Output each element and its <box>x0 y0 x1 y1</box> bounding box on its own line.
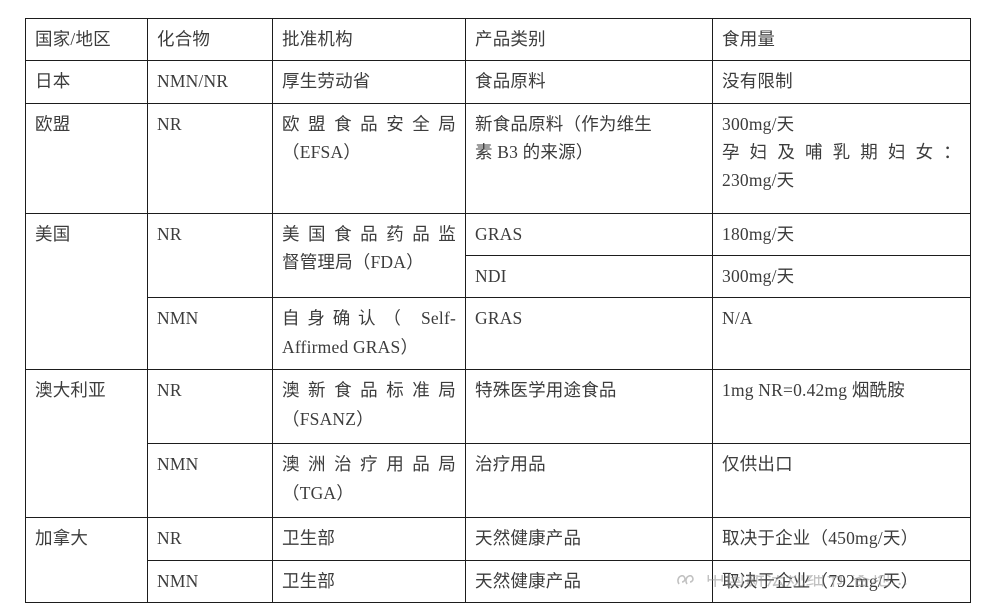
cell-dose: 仅供出口 <box>712 443 971 519</box>
cell-dose: 取决于企业（450mg/天） <box>712 517 971 561</box>
category-sub-table: GRAS NDI <box>466 213 712 298</box>
column-header-dose: 食用量 <box>712 17 971 62</box>
table-row: 日本 NMN/NR 厚生劳动省 食品原料 没有限制 <box>25 60 971 104</box>
cell-country: 澳大利亚 <box>25 369 148 519</box>
cell-agency: 卫生部 <box>272 517 466 561</box>
sub-row: 180mg/天 <box>713 213 970 257</box>
cell-compound: NR <box>147 517 273 561</box>
regulatory-approval-table: 国家/地区 化合物 批准机构 产品类别 食用量 日本 NMN/NR 厚生劳动省 … <box>25 17 971 603</box>
cell-compound: NR <box>147 102 273 214</box>
cell-country: 欧盟 <box>25 102 148 214</box>
cell-compound: NMN <box>147 297 273 371</box>
bottom-caption-clipped: 中国新法规细节 各地... <box>676 575 996 591</box>
cell-dose: 没有限制 <box>712 60 971 104</box>
cell-category: 食品原料 <box>465 60 713 104</box>
agency-line-1: 美国食品药品监 <box>282 223 456 244</box>
cell-category: 天然健康产品 <box>465 517 713 561</box>
bottom-caption-text: 中国新法规细节 各地... <box>705 575 909 590</box>
cell-agency: 欧盟食品安全局 （EFSA） <box>272 102 466 214</box>
agency-line-2: （EFSA） <box>282 142 361 163</box>
cell-compound: NMN/NR <box>147 60 273 104</box>
cell-category: 新食品原料（作为维生 素 B3 的来源） <box>465 102 713 214</box>
category-line-2: 素 B3 的来源） <box>475 142 594 163</box>
cell-agency: 澳洲治疗用品局 （TGA） <box>272 443 466 519</box>
watermark-logo-icon <box>676 575 694 586</box>
cell-agency: 自身确认（ Self- Affirmed GRAS） <box>272 297 466 371</box>
table-body: 日本 NMN/NR 厚生劳动省 食品原料 没有限制 欧盟 NR 欧盟食品安全局 … <box>25 60 971 603</box>
column-header-compound: 化合物 <box>147 17 273 62</box>
cell-country: 日本 <box>25 60 148 104</box>
agency-line-1: 澳新食品标准局 <box>282 380 456 401</box>
cell-category: GRAS <box>465 297 713 371</box>
column-header-agency: 批准机构 <box>272 17 466 62</box>
column-header-category: 产品类别 <box>465 17 713 62</box>
agency-line-1: 欧盟食品安全局 <box>282 113 456 134</box>
cell-agency: 美国食品药品监 督管理局（FDA） <box>272 212 466 299</box>
cell-dose: 300mg/天 <box>713 255 970 298</box>
dose-line-2: 孕妇及哺乳期妇女： <box>722 142 961 163</box>
cell-category: GRAS <box>466 213 712 257</box>
agency-line-2: Affirmed GRAS） <box>282 336 419 357</box>
dose-line-1: 300mg/天 <box>722 113 795 134</box>
table-row: 欧盟 NR 欧盟食品安全局 （EFSA） 新食品原料（作为维生 素 B3 的来源… <box>25 102 971 214</box>
cell-country: 加拿大 <box>25 517 148 603</box>
dose-line-3: 230mg/天 <box>722 170 795 191</box>
table-header: 国家/地区 化合物 批准机构 产品类别 食用量 <box>25 17 971 62</box>
column-header-country: 国家/地区 <box>25 17 148 62</box>
cell-compound: NR <box>147 369 273 445</box>
category-line-1: 新食品原料（作为维生 <box>475 113 652 134</box>
dose-sub-table: 180mg/天 300mg/天 <box>713 213 970 298</box>
header-row: 国家/地区 化合物 批准机构 产品类别 食用量 <box>25 17 971 62</box>
cell-compound: NR <box>147 212 273 299</box>
agency-line-2: （FSANZ） <box>282 408 374 429</box>
cell-agency: 澳新食品标准局 （FSANZ） <box>272 369 466 445</box>
agency-line-1: 澳洲治疗用品局 <box>282 454 456 475</box>
cell-country: 美国 <box>25 212 148 371</box>
cell-compound: NMN <box>147 559 273 603</box>
cell-dose: N/A <box>712 297 971 371</box>
agency-line-2: 督管理局（FDA） <box>282 252 424 273</box>
cell-compound: NMN <box>147 443 273 519</box>
cell-agency: 卫生部 <box>272 559 466 603</box>
table-row: 加拿大 NR 卫生部 天然健康产品 取决于企业（450mg/天） <box>25 517 971 603</box>
cell-dose-split: 180mg/天 300mg/天 <box>712 212 971 299</box>
cell-category: 治疗用品 <box>465 443 713 519</box>
agency-line-2: （TGA） <box>282 482 354 503</box>
table-row: 澳大利亚 NR 澳新食品标准局 （FSANZ） 特殊医学用途食品 1mg NR=… <box>25 369 971 519</box>
sub-row: NDI <box>466 255 712 298</box>
cell-dose: 300mg/天 孕妇及哺乳期妇女： 230mg/天 <box>712 102 971 214</box>
sub-row: 300mg/天 <box>713 255 970 298</box>
cell-dose: 180mg/天 <box>713 213 970 257</box>
cell-category-split: GRAS NDI <box>465 212 713 299</box>
table-row: NMN 自身确认（ Self- Affirmed GRAS） GRAS N/A <box>26 297 971 371</box>
sub-row: GRAS <box>466 213 712 257</box>
table-row: NMN 澳洲治疗用品局 （TGA） 治疗用品 仅供出口 <box>26 443 971 519</box>
agency-line-1: 自身确认（ Self- <box>282 308 456 329</box>
cell-dose: 1mg NR=0.42mg 烟酰胺 <box>712 369 971 445</box>
cell-agency: 厚生劳动省 <box>272 60 466 104</box>
table-row: 美国 NR 美国食品药品监 督管理局（FDA） GRAS NDI <box>25 212 971 371</box>
cell-category: NDI <box>466 255 712 298</box>
cell-category: 特殊医学用途食品 <box>465 369 713 445</box>
